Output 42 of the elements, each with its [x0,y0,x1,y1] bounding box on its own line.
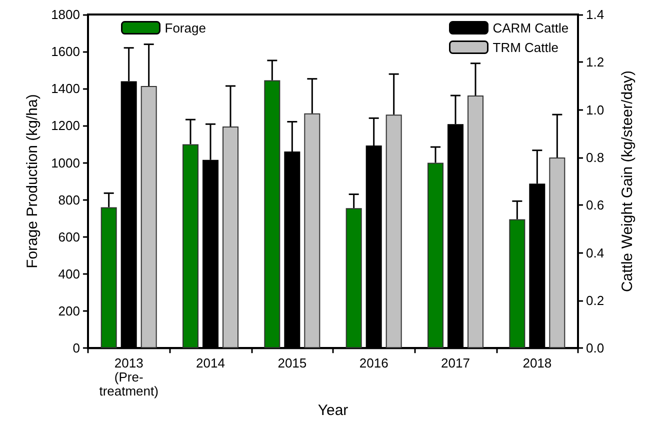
bar [304,113,320,348]
y-tick-label: 600 [58,229,80,244]
y2-axis-title: Cattle Weight Gain (kg/steer/day) [619,70,636,292]
y-tick-label: 1200 [51,118,80,134]
bar [549,157,566,348]
y-tick-label: 200 [58,304,80,319]
y2-tick-label: 0.0 [586,340,604,356]
y2-tick-label: 0.2 [586,292,604,308]
y-tick-label: 1800 [51,7,80,22]
y-tick-label: 400 [58,266,80,282]
bar [509,219,526,348]
bar [346,208,362,348]
legend-label: Forage [164,20,206,36]
y-tick-label: 1400 [51,81,80,96]
x-tick-label: 2017 [441,356,470,371]
y2-tick-label: 0.8 [586,150,604,165]
bar [428,162,444,348]
y2-tick-label: 1.4 [586,7,604,22]
bar [222,126,238,348]
x-tick-label: 2015 [278,356,307,371]
y-tick-label: 800 [58,192,80,208]
bar [264,80,280,348]
y-axis-title: Forage Production (kg/ha) [24,94,41,268]
y-tick-label: 0 [72,340,80,356]
x-tick-label: 2013 (Pre- treatment) [99,356,158,399]
bar [386,114,402,348]
x-tick-label: 2016 [359,356,388,371]
y2-tick-label: 1.2 [586,54,604,70]
y2-tick-label: 0.6 [586,198,604,213]
x-axis-title: Year [318,402,348,419]
legend-label: TRM Cattle [492,40,558,55]
y2-tick-label: 0.4 [586,245,604,260]
bar [468,96,484,348]
y-tick-label: 1600 [51,44,80,60]
x-tick-label: 2014 [196,356,225,371]
x-tick-label: 2018 [522,356,552,371]
bar [182,144,198,348]
y2-tick-label: 1.0 [586,102,604,118]
legend-label: CARM Cattle [492,20,569,36]
y-tick-label: 1000 [51,155,80,170]
bar [100,207,117,348]
bar [140,86,157,348]
